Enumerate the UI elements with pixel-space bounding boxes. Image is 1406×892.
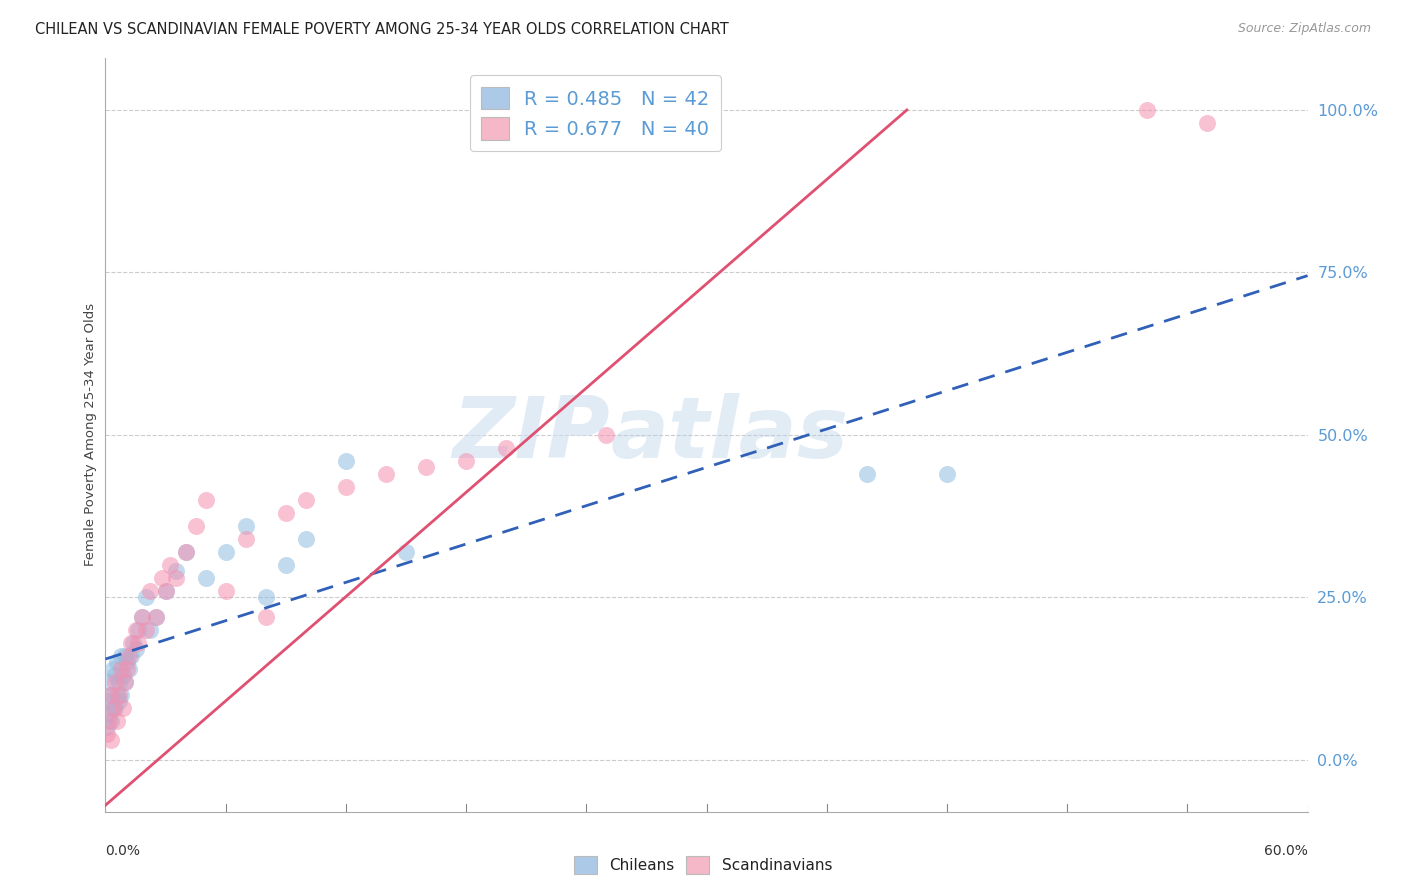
Point — [104, 668, 127, 682]
Point — [235, 518, 257, 533]
Point — [155, 583, 177, 598]
Point — [98, 714, 121, 728]
Point — [174, 545, 197, 559]
Text: ZIP: ZIP — [453, 393, 610, 476]
Text: 60.0%: 60.0% — [1264, 844, 1308, 858]
Point — [595, 428, 617, 442]
Point — [124, 642, 146, 657]
Point — [107, 655, 129, 669]
Point — [254, 591, 277, 605]
Point — [214, 583, 236, 598]
Point — [114, 648, 136, 663]
Point — [100, 688, 122, 702]
Point — [295, 532, 318, 546]
Point — [274, 506, 297, 520]
Point — [110, 688, 132, 702]
Point — [110, 662, 132, 676]
Point — [415, 460, 437, 475]
Point — [936, 467, 959, 481]
Legend: Chileans, Scandinavians: Chileans, Scandinavians — [568, 850, 838, 880]
Point — [145, 609, 167, 624]
Point — [107, 714, 129, 728]
Point — [114, 674, 136, 689]
Point — [155, 583, 177, 598]
Point — [395, 545, 418, 559]
Point — [112, 700, 135, 714]
Legend: R = 0.485   N = 42, R = 0.677   N = 40: R = 0.485 N = 42, R = 0.677 N = 40 — [470, 75, 721, 152]
Point — [184, 518, 207, 533]
Text: CHILEAN VS SCANDINAVIAN FEMALE POVERTY AMONG 25-34 YEAR OLDS CORRELATION CHART: CHILEAN VS SCANDINAVIAN FEMALE POVERTY A… — [35, 22, 728, 37]
Point — [150, 571, 173, 585]
Point — [100, 714, 122, 728]
Point — [135, 591, 157, 605]
Point — [131, 609, 153, 624]
Point — [108, 694, 131, 708]
Y-axis label: Female Poverty Among 25-34 Year Olds: Female Poverty Among 25-34 Year Olds — [84, 303, 97, 566]
Text: atlas: atlas — [610, 393, 848, 476]
Point — [108, 674, 131, 689]
Text: 0.0%: 0.0% — [105, 844, 141, 858]
Point — [96, 694, 118, 708]
Point — [335, 480, 357, 494]
Point — [100, 733, 122, 747]
Point — [127, 636, 149, 650]
Point — [103, 662, 125, 676]
Point — [235, 532, 257, 546]
Point — [855, 467, 877, 481]
Text: Source: ZipAtlas.com: Source: ZipAtlas.com — [1237, 22, 1371, 36]
Point — [159, 558, 181, 572]
Point — [174, 545, 197, 559]
Point — [131, 609, 153, 624]
Point — [121, 648, 143, 663]
Point — [274, 558, 297, 572]
Point — [374, 467, 398, 481]
Point — [104, 674, 127, 689]
Point — [135, 623, 157, 637]
Point — [104, 700, 127, 714]
Point — [165, 571, 187, 585]
Point — [103, 700, 125, 714]
Point — [96, 720, 118, 734]
Point — [118, 648, 141, 663]
Point — [107, 688, 129, 702]
Point — [495, 441, 517, 455]
Point — [214, 545, 236, 559]
Point — [145, 609, 167, 624]
Point — [117, 662, 139, 676]
Point — [454, 454, 477, 468]
Point — [1197, 116, 1219, 130]
Point — [122, 636, 145, 650]
Point — [114, 674, 136, 689]
Point — [118, 662, 141, 676]
Point — [108, 688, 131, 702]
Point — [138, 583, 160, 598]
Point — [121, 636, 143, 650]
Point — [295, 492, 318, 507]
Point — [194, 492, 217, 507]
Point — [112, 668, 135, 682]
Point — [103, 700, 125, 714]
Point — [124, 623, 146, 637]
Point — [100, 688, 122, 702]
Point — [117, 655, 139, 669]
Point — [127, 623, 149, 637]
Point — [96, 727, 118, 741]
Point — [335, 454, 357, 468]
Point — [165, 564, 187, 578]
Point — [110, 648, 132, 663]
Point — [254, 609, 277, 624]
Point — [194, 571, 217, 585]
Point — [138, 623, 160, 637]
Point — [98, 707, 121, 722]
Point — [98, 674, 121, 689]
Point — [1136, 103, 1159, 117]
